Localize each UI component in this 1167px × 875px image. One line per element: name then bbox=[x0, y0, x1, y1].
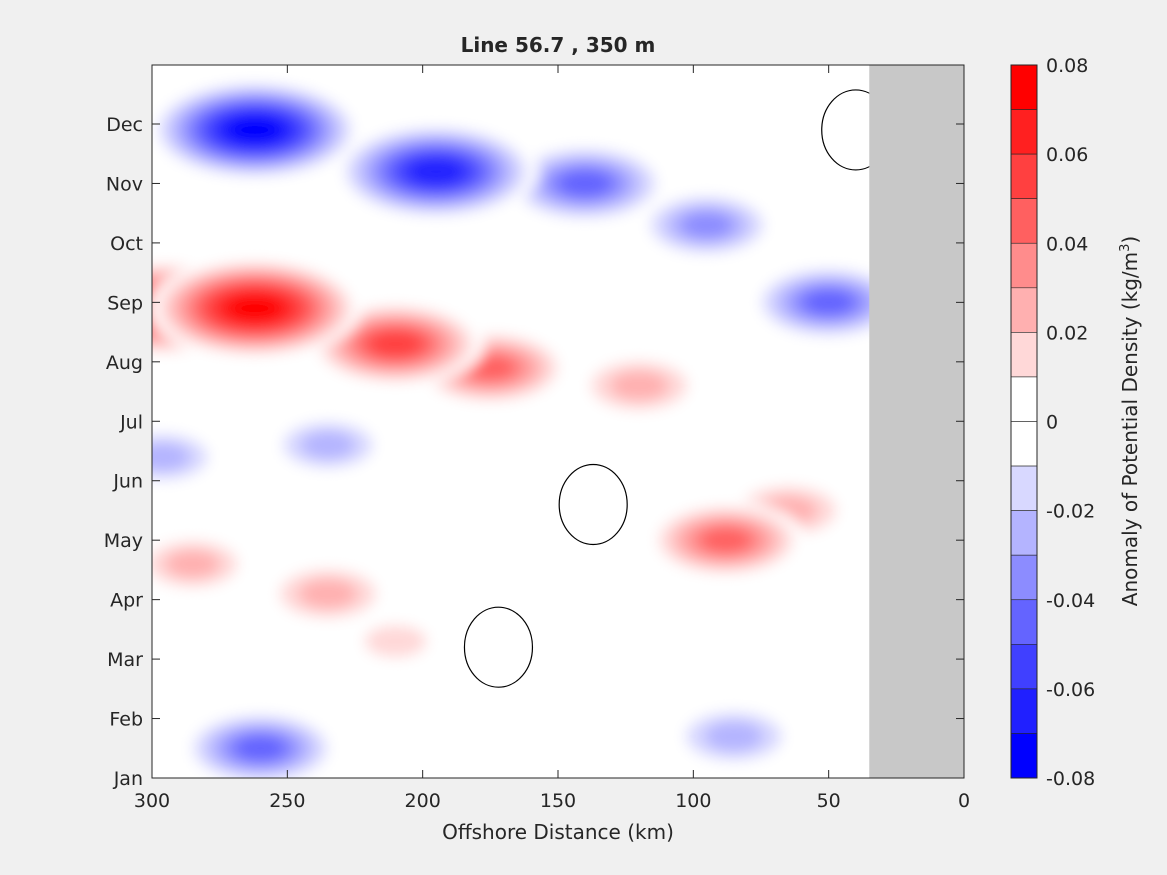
x-axis-label: Offshore Distance (km) bbox=[442, 820, 674, 844]
colorbar-tick-label: 0.06 bbox=[1046, 144, 1088, 166]
y-tick-label: Jan bbox=[113, 768, 143, 790]
plot-frame bbox=[151, 64, 965, 779]
contour-level-17-4 bbox=[700, 527, 752, 553]
y-tick-label: Feb bbox=[109, 709, 143, 731]
contour-level-24-7 bbox=[227, 295, 283, 322]
contour-level-13-2 bbox=[704, 721, 763, 751]
contour-level-9-2 bbox=[165, 550, 220, 578]
x-axis-ticks: 300 250 200 150 100 50 0 bbox=[134, 790, 970, 812]
colorbar-frame bbox=[1010, 64, 1038, 779]
colorbar-tick-label: -0.08 bbox=[1046, 768, 1095, 790]
x-tick-label: 250 bbox=[269, 790, 305, 812]
contour-level-21-6 bbox=[408, 158, 465, 185]
contour-level-12-2 bbox=[298, 579, 357, 609]
contour-level-5-0 bbox=[480, 733, 582, 778]
y-tick-label: Sep bbox=[107, 292, 143, 314]
contour-level-20-5 bbox=[369, 331, 422, 357]
contour-level-23-7 bbox=[227, 117, 283, 143]
colorbar-label-prefix: Anomaly of Potential Density (kg/m bbox=[1118, 252, 1142, 606]
contour-level-15-4 bbox=[802, 289, 855, 315]
colorbar-swatch-13 bbox=[1010, 644, 1038, 690]
x-tick-label: 200 bbox=[405, 790, 441, 812]
contour-level-6-1 bbox=[364, 625, 427, 658]
y-tick-label: Dec bbox=[106, 114, 143, 136]
y-axis-ticks: Jan Feb Mar Apr May Jun Jul Aug Sep Oct Nov Dec bbox=[104, 114, 143, 790]
colorbar-tick-label: 0.02 bbox=[1046, 322, 1088, 344]
zero-contour-2 bbox=[558, 463, 628, 546]
colorbar-swatch-14 bbox=[1010, 688, 1038, 734]
colorbar-tick-label: 0.04 bbox=[1046, 233, 1088, 255]
colorbar-tick-label: -0.02 bbox=[1046, 501, 1095, 523]
colorbar-label-suffix: ) bbox=[1118, 236, 1142, 244]
zero-contour-1 bbox=[463, 606, 534, 688]
y-tick-label: Jun bbox=[112, 471, 143, 493]
contour-level-4-0 bbox=[398, 418, 501, 472]
contour-blobs bbox=[152, 79, 910, 778]
colorbar-swatch-10 bbox=[1010, 510, 1038, 556]
colorbar-swatch-9 bbox=[1010, 465, 1038, 511]
colorbar-tick-label: 0.08 bbox=[1046, 55, 1088, 77]
colorbar-swatch-15 bbox=[1010, 733, 1038, 779]
y-tick-label: Apr bbox=[110, 590, 143, 612]
x-tick-label: 50 bbox=[817, 790, 841, 812]
contour-level-16-4 bbox=[464, 355, 517, 381]
colorbar-swatch-8 bbox=[1010, 421, 1038, 467]
colorbar-swatch-12 bbox=[1010, 599, 1038, 645]
x-tick-label: 100 bbox=[675, 790, 711, 812]
colorbar-label-superscript: 3 bbox=[1118, 244, 1133, 252]
contour-level-19-4 bbox=[557, 170, 613, 197]
contour-level-7-2 bbox=[300, 431, 356, 459]
colorbar-swatch-0 bbox=[1010, 64, 1038, 110]
colorbar-ticks: 0.08 0.06 0.04 0.02 0 -0.02 -0.04 -0.06 -0.08 bbox=[1046, 55, 1095, 790]
colorbar-swatch-4 bbox=[1010, 242, 1038, 289]
colorbar-tick-label: 0 bbox=[1046, 412, 1058, 434]
colorbar-swatch-5 bbox=[1010, 287, 1038, 333]
chart-title: Line 56.7 , 350 m bbox=[461, 33, 656, 57]
contour-level-8-2 bbox=[152, 443, 190, 471]
contour-fill-layer bbox=[152, 79, 910, 778]
colorbar-tick-label: -0.04 bbox=[1046, 590, 1095, 612]
y-tick-label: Oct bbox=[110, 233, 143, 255]
y-tick-label: Jul bbox=[119, 411, 143, 433]
x-tick-label: 0 bbox=[958, 790, 970, 812]
colorbar-swatch-2 bbox=[1010, 153, 1038, 199]
y-tick-label: Mar bbox=[107, 649, 143, 671]
x-tick-label: 300 bbox=[134, 790, 170, 812]
contour-level-10-2 bbox=[610, 371, 669, 401]
colorbar-label: Anomaly of Potential Density (kg/m3) bbox=[1118, 236, 1142, 606]
no-data-region bbox=[869, 65, 964, 778]
colorbar-tick-label: -0.06 bbox=[1046, 679, 1095, 701]
y-tick-label: May bbox=[104, 530, 143, 552]
contour-level-18-4 bbox=[234, 735, 287, 761]
colorbar-swatch-6 bbox=[1010, 332, 1038, 378]
contour-level-3-0 bbox=[509, 544, 607, 596]
x-tick-label: 150 bbox=[540, 790, 576, 812]
colorbar-swatch-11 bbox=[1010, 554, 1038, 601]
colorbar-swatch-3 bbox=[1010, 198, 1038, 244]
contour-level-14-3 bbox=[680, 212, 733, 238]
y-tick-label: Nov bbox=[106, 173, 143, 195]
plot-area bbox=[151, 64, 965, 779]
colorbar bbox=[1010, 64, 1038, 779]
y-tick-label: Aug bbox=[106, 352, 143, 374]
zero-contour-lines bbox=[463, 89, 891, 688]
colorbar-swatch-1 bbox=[1010, 109, 1038, 155]
colorbar-swatch-7 bbox=[1010, 376, 1038, 422]
